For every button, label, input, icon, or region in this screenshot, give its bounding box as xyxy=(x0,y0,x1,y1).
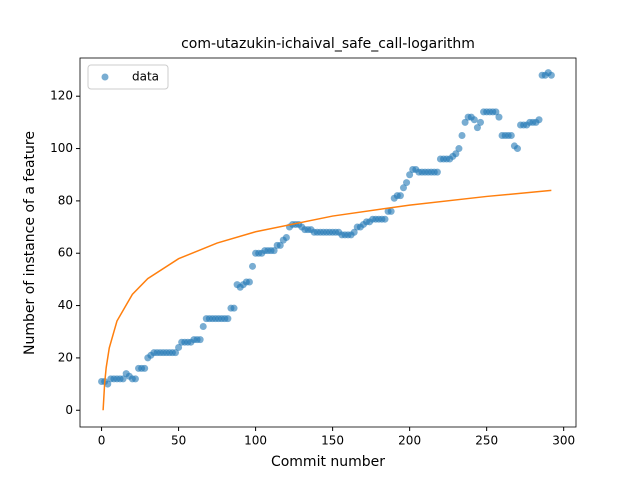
data-point xyxy=(249,262,257,270)
data-point xyxy=(270,247,278,255)
y-tick-label: 0 xyxy=(65,403,73,417)
data-point xyxy=(381,215,389,223)
data-point xyxy=(119,375,127,383)
y-tick-label: 60 xyxy=(58,246,73,260)
data-point xyxy=(199,323,207,331)
x-tick-label: 150 xyxy=(321,434,344,448)
data-point xyxy=(455,145,463,153)
data-point xyxy=(458,131,466,139)
x-tick-label: 200 xyxy=(398,434,421,448)
data-point xyxy=(245,278,253,286)
data-point xyxy=(282,234,290,242)
legend-marker xyxy=(101,73,109,81)
data-point xyxy=(230,304,238,312)
y-tick-label: 80 xyxy=(58,193,73,207)
y-tick-label: 20 xyxy=(58,350,73,364)
x-tick-label: 100 xyxy=(244,434,267,448)
legend-box xyxy=(87,64,169,90)
data-point xyxy=(175,343,183,351)
data-point xyxy=(141,364,149,372)
legend-label: data xyxy=(132,70,159,84)
data-point xyxy=(547,71,555,79)
chart-title: com-utazukin-ichaival_safe_call-logarith… xyxy=(181,36,475,52)
x-tick-label: 0 xyxy=(98,434,106,448)
y-axis-label: Number of instance of a feature xyxy=(22,131,38,355)
x-tick-label: 50 xyxy=(171,434,186,448)
data-point xyxy=(104,380,112,388)
data-point xyxy=(387,207,395,215)
data-point xyxy=(276,241,284,249)
data-point xyxy=(492,108,500,116)
data-point xyxy=(399,184,407,192)
data-point xyxy=(513,145,521,153)
data-point xyxy=(396,192,404,200)
data-point xyxy=(196,336,204,344)
plot-frame xyxy=(79,57,577,428)
data-point xyxy=(476,118,484,126)
data-point xyxy=(535,116,543,124)
data-point xyxy=(350,228,358,236)
y-tick-label: 40 xyxy=(58,298,73,312)
y-tick-label: 100 xyxy=(50,141,73,155)
data-point xyxy=(452,150,460,158)
data-point xyxy=(403,179,411,187)
data-point xyxy=(406,171,414,179)
fit-line xyxy=(102,189,552,411)
data-point xyxy=(507,131,515,139)
data-point xyxy=(470,116,478,124)
x-tick-label: 250 xyxy=(475,434,498,448)
y-tick-label: 120 xyxy=(50,89,73,103)
data-point xyxy=(461,118,469,126)
x-tick-label: 300 xyxy=(552,434,575,448)
data-point xyxy=(224,315,232,323)
data-point xyxy=(433,168,441,176)
data-point xyxy=(172,349,180,357)
data-point xyxy=(131,375,139,383)
x-axis-label: Commit number xyxy=(271,454,385,470)
data-point xyxy=(473,124,481,132)
data-point xyxy=(495,113,503,121)
